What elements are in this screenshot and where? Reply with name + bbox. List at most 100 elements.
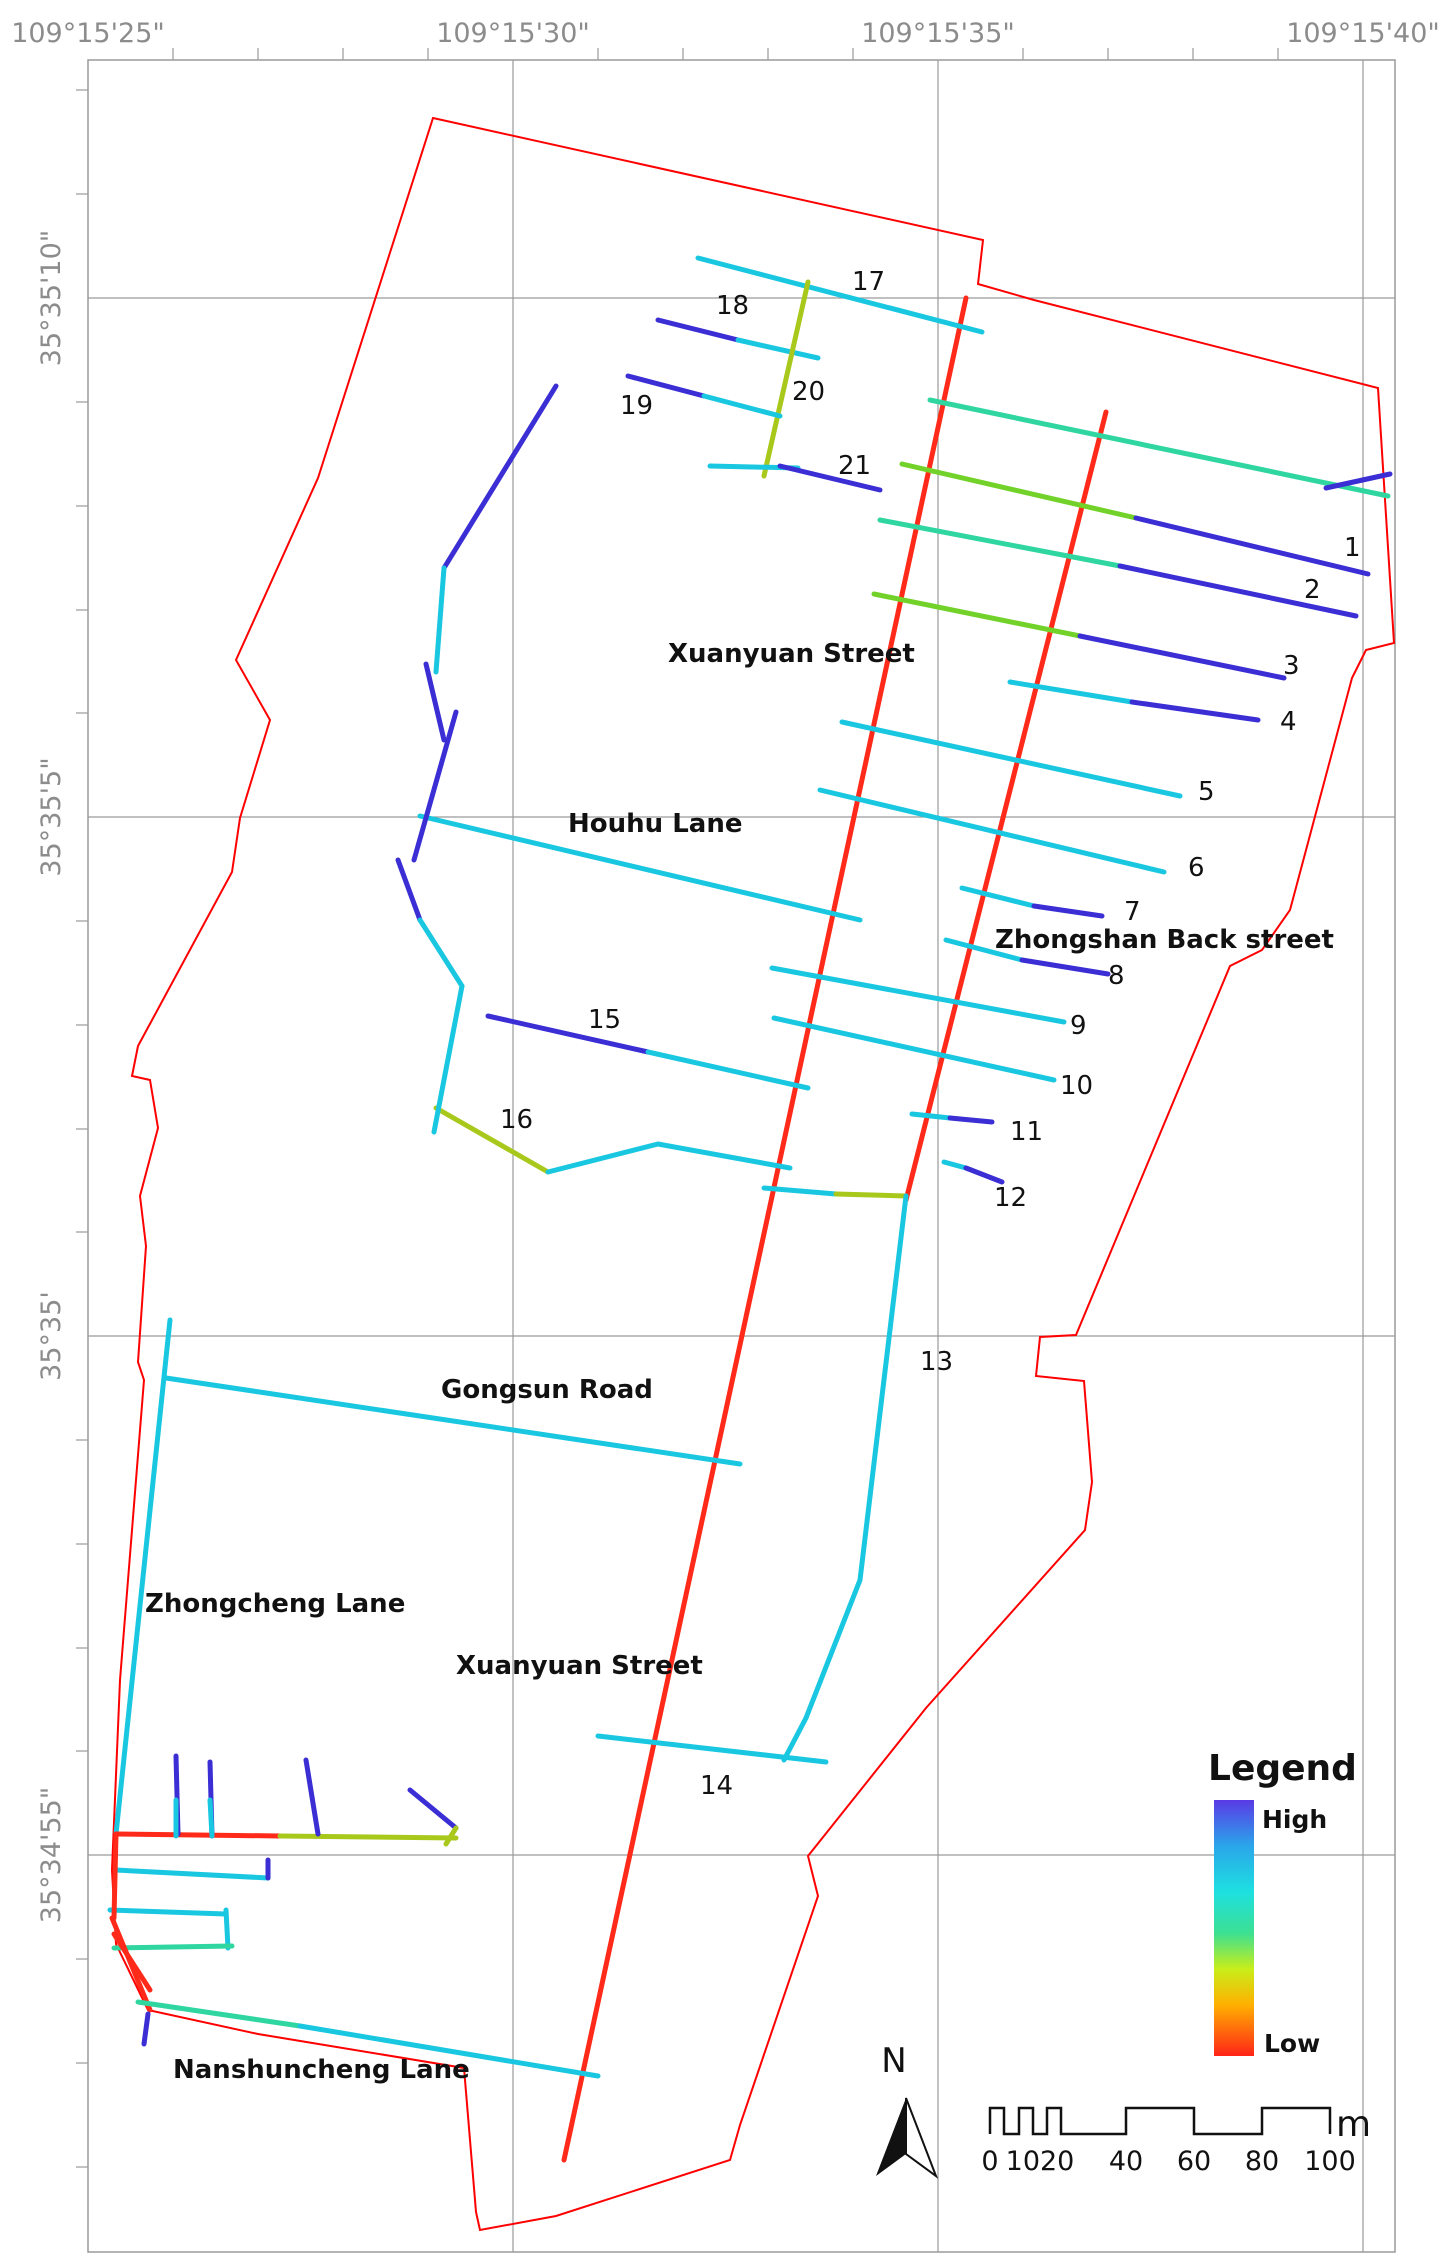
road-segment [1007,679,1135,705]
road-segment [761,279,811,479]
road-segment [417,917,465,989]
road-segment [1129,699,1261,723]
segment-number: 7 [1124,897,1141,927]
road-segment [701,393,783,419]
road-segment [111,1931,153,1993]
segment-number-labels: 1 2 3 4 5 6 7 8 9 10 11 12 13 14 15 16 1… [500,267,1361,1801]
road-segment [781,1715,809,1763]
lon-label-4: 109°15'40" [1286,18,1440,49]
road-segment [441,383,559,571]
road-segment [223,1907,231,1951]
road-segment [777,463,883,493]
segment-number: 9 [1070,1011,1087,1041]
segment-number: 10 [1060,1071,1093,1101]
road-segment [141,2011,151,2047]
segment-number: 5 [1198,777,1215,807]
street-label-xuanyuan-north: Xuanyuan Street [668,639,915,669]
road-segment [417,813,863,923]
road-segment [1117,563,1359,619]
road-segment [1031,903,1105,919]
road-segment [625,373,707,399]
lon-label-3: 109°15'35" [861,18,1015,49]
scale-tick-100: 100 [1304,2146,1356,2177]
road-segment [113,1867,271,1881]
road-segment [561,295,969,2163]
segment-number: 4 [1280,707,1297,737]
segment-number: 20 [792,377,825,407]
road-segment [303,1757,321,1837]
road-segment [803,1577,863,1721]
road-segment [107,1907,229,1917]
road-segment [899,461,1139,521]
road-segment [111,1831,119,1921]
road-segment [277,1833,459,1841]
segment-number: 21 [838,451,871,481]
lon-label-1: 109°15'25" [11,18,165,49]
segment-number: 11 [1010,1117,1043,1147]
scale-unit: m [1336,2104,1371,2145]
road-segment [761,1185,839,1197]
segment-number: 13 [920,1347,953,1377]
segment-number: 2 [1304,575,1321,605]
north-arrow: N [876,2041,939,2179]
road-segment [959,885,1037,909]
road-segment [485,1013,651,1055]
road-segment [645,1049,811,1091]
road-segment [433,565,447,675]
road-segment [395,857,423,923]
road-segment [423,661,447,743]
street-label-zhongcheng: Zhongcheng Lane [145,1589,405,1619]
road-segment [833,1191,909,1199]
map-frame [87,59,1396,2253]
legend-high-label: High [1262,1805,1327,1834]
segment-number: 3 [1283,651,1300,681]
road-segment [695,255,985,335]
road-segment [903,409,1109,1203]
street-label-houhu: Houhu Lane [568,809,742,839]
lat-label-1: 35°35'10" [36,230,67,366]
road-segment [135,1999,303,2029]
scale-tick-0: 0 [981,2146,998,2177]
segment-number: 15 [588,1005,621,1035]
road-segment [111,1943,235,1951]
left-ticks [76,89,88,2168]
street-label-zhongshan-back: Zhongshan Back street [995,925,1334,955]
road-segment [877,517,1123,569]
segment-number: 1 [1344,533,1361,563]
street-label-xuanyuan-south: Xuanyuan Street [456,1651,703,1681]
road-segment [1133,515,1371,577]
road-segment [769,965,1067,1025]
scale-tick-80: 80 [1245,2146,1279,2177]
segment-number: 16 [500,1105,533,1135]
road-network [107,255,1393,2163]
boundary-line [110,116,1396,2232]
road-segment [595,1733,829,1765]
road-segment [771,1015,1057,1083]
lat-label-3: 35°35' [36,1291,67,1381]
road-segment [163,1375,743,1467]
street-label-gongsun: Gongsun Road [441,1375,653,1405]
segment-number: 14 [700,1771,733,1801]
street-label-nanshuncheng: Nanshuncheng Lane [173,2055,470,2085]
road-segment [1077,633,1287,681]
road-segment [817,787,1167,875]
road-segment [411,709,459,863]
road-segment [113,1317,173,1837]
road-segment [1323,471,1393,491]
segment-number: 6 [1188,853,1205,883]
lat-label-4: 35°34'55" [36,1787,67,1923]
road-segment [857,1193,909,1583]
segment-number: 8 [1108,961,1125,991]
legend-low-label: Low [1264,2029,1320,2058]
lat-label-2: 35°35'5" [36,757,67,876]
scale-tick-40: 40 [1109,2146,1143,2177]
scale-tick-60: 60 [1177,2146,1211,2177]
road-segment [909,1111,953,1121]
north-arrow-right [905,2097,939,2179]
road-segment [655,1141,793,1171]
road-segment [947,1115,995,1125]
road-segment [113,1831,283,1839]
legend-color-ramp [1214,1800,1254,2056]
road-segment [655,317,741,343]
